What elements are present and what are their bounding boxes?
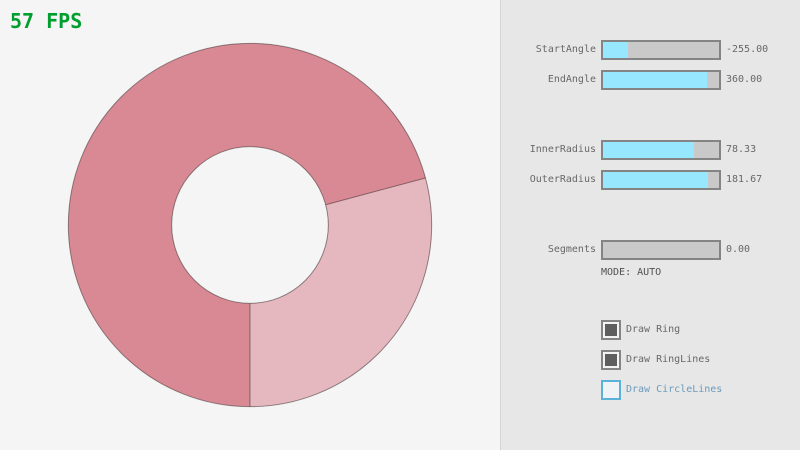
endangle-value: 360.00 xyxy=(726,74,763,85)
startangle-label: StartAngle xyxy=(535,44,596,55)
draw-circlelines-checkbox-item: Draw CircleLines xyxy=(601,380,800,400)
outerradius-slider-fill xyxy=(603,172,709,188)
draw-ringlines-checkbox-label: Draw RingLines xyxy=(626,354,711,365)
innerradius-value: 78.33 xyxy=(726,144,757,155)
endangle-slider-fill xyxy=(603,72,708,88)
outerradius-slider-row: OuterRadius 181.67 xyxy=(501,170,800,190)
startangle-slider-row: StartAngle -255.00 xyxy=(501,40,800,60)
innerradius-slider-row: InnerRadius 78.33 xyxy=(501,140,800,160)
startangle-slider[interactable] xyxy=(601,40,721,60)
segments-slider-row: Segments 0.00 xyxy=(501,240,800,260)
innerradius-slider[interactable] xyxy=(601,140,721,160)
draw-ringlines-checkbox[interactable] xyxy=(601,350,621,370)
startangle-value: -255.00 xyxy=(726,44,769,55)
ring-chart xyxy=(67,42,433,408)
fps-counter: 57 FPS xyxy=(10,9,83,33)
draw-ringlines-checkbox-item: Draw RingLines xyxy=(601,350,800,370)
controls-panel: StartAngle -255.00 EndAngle 360.00 Inner… xyxy=(500,0,800,450)
segments-label: Segments xyxy=(547,244,596,255)
outerradius-slider[interactable] xyxy=(601,170,721,190)
startangle-slider-fill xyxy=(603,42,629,58)
innerradius-slider-fill xyxy=(603,142,694,158)
endangle-slider-row: EndAngle 360.00 xyxy=(501,70,800,90)
innerradius-label: InnerRadius xyxy=(529,144,596,155)
draw-ring-checkbox[interactable] xyxy=(601,320,621,340)
outerradius-label: OuterRadius xyxy=(529,174,596,185)
segments-slider[interactable] xyxy=(601,240,721,260)
draw-ring-checkbox-item: Draw Ring xyxy=(601,320,800,340)
draw-circlelines-checkbox[interactable] xyxy=(601,380,621,400)
endangle-slider[interactable] xyxy=(601,70,721,90)
segments-value: 0.00 xyxy=(726,244,751,255)
draw-circlelines-checkbox-label: Draw CircleLines xyxy=(626,384,723,395)
draw-ring-checkbox-label: Draw Ring xyxy=(626,324,681,335)
outerradius-value: 181.67 xyxy=(726,174,763,185)
segments-mode-text: MODE: AUTO xyxy=(601,267,662,278)
endangle-label: EndAngle xyxy=(547,74,596,85)
